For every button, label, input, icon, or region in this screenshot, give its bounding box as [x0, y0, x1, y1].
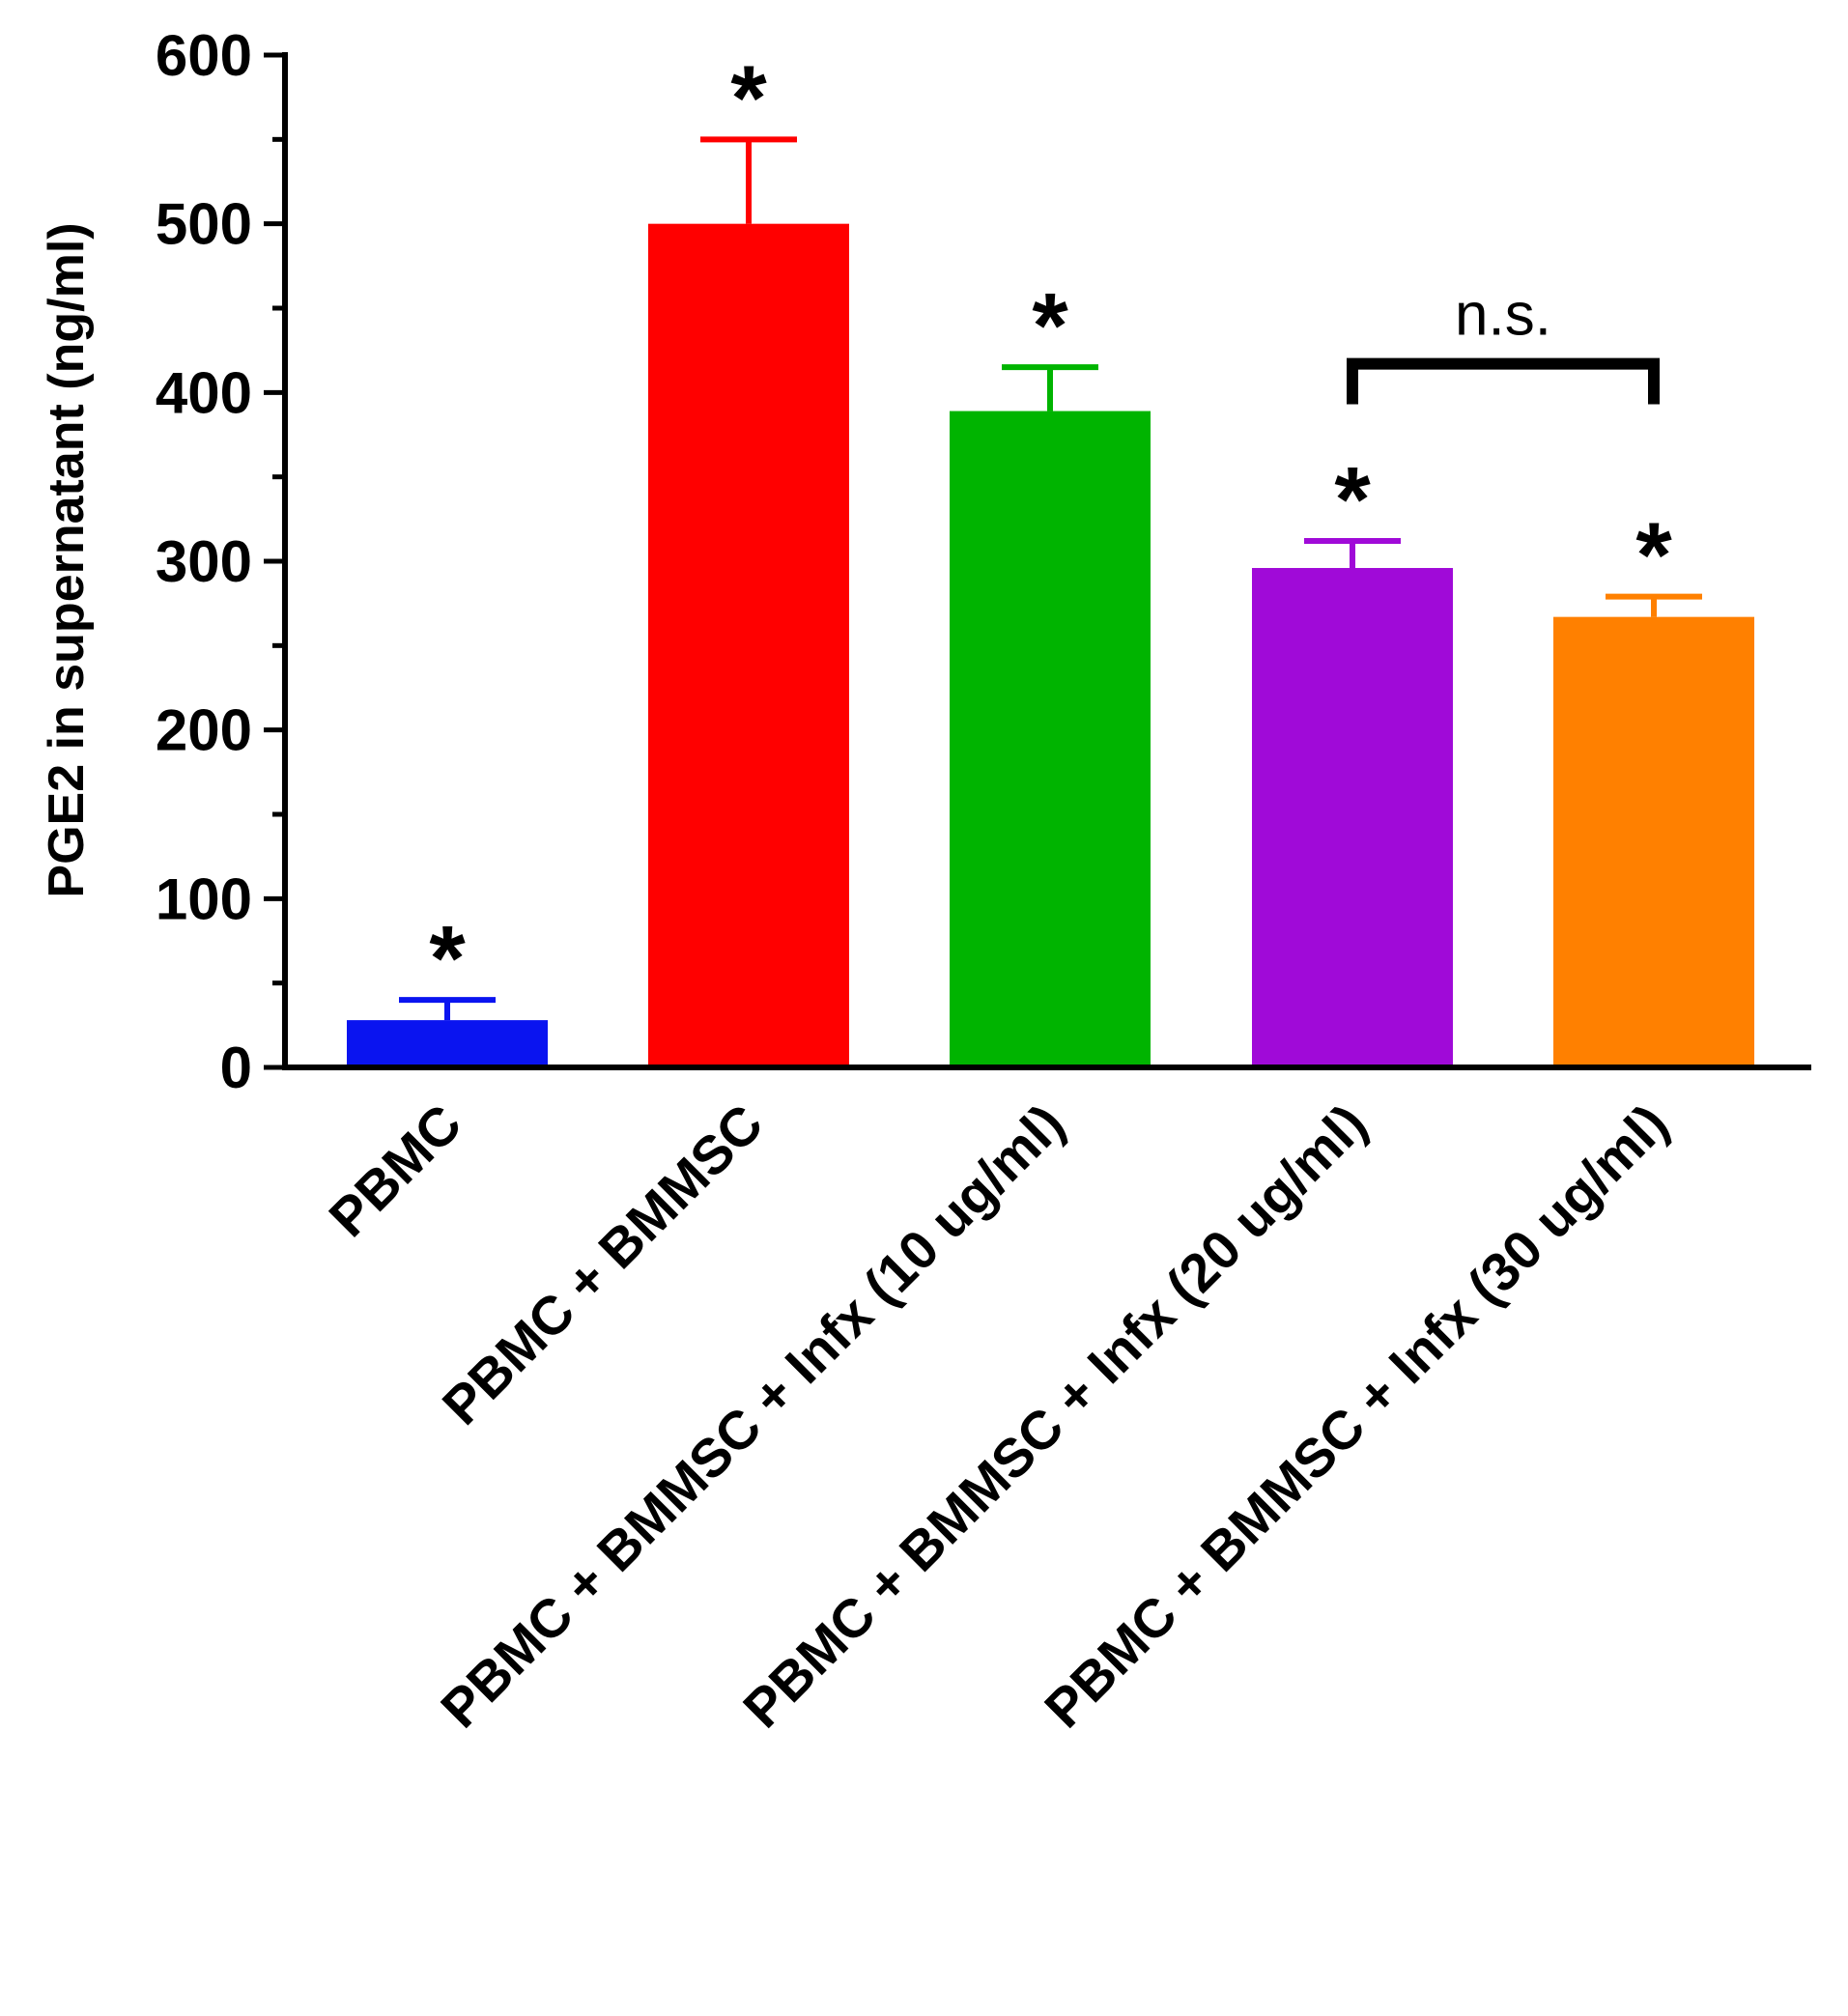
y-tick-label: 100 — [156, 866, 252, 931]
bar-2 — [648, 223, 849, 1067]
x-tick-label-2: PBMC + BMMSC — [431, 1093, 775, 1436]
y-axis-title: PGE2 in supernatant (ng/ml) — [39, 222, 95, 897]
significance-star-4: * — [1334, 448, 1371, 552]
comparison-label: n.s. — [1455, 282, 1551, 349]
bar-3 — [950, 411, 1151, 1068]
x-tick-label-1: PBMC — [317, 1093, 472, 1248]
annotations: * * * * * n.s. — [429, 46, 1672, 1010]
y-axis: 0 100 200 300 400 500 600 — [156, 23, 288, 1100]
y-tick-label: 0 — [220, 1036, 252, 1100]
bar-1 — [347, 1020, 548, 1067]
y-tick-label: 400 — [156, 360, 252, 425]
significance-star-3: * — [1032, 274, 1068, 378]
significance-star-1: * — [429, 907, 466, 1010]
x-tick-label-4: PBMC + BMMSC + Infx (20 ug/ml) — [731, 1093, 1378, 1739]
y-tick-label: 500 — [156, 192, 252, 257]
comparison-bracket — [1347, 357, 1660, 405]
significance-star-2: * — [730, 46, 767, 150]
x-tick-label-5: PBMC + BMMSC + Infx (30 ug/ml) — [1033, 1093, 1679, 1739]
y-tick-label: 200 — [156, 698, 252, 763]
bars — [347, 136, 1754, 1068]
y-tick-label: 300 — [156, 529, 252, 594]
bar-4 — [1252, 567, 1453, 1067]
bar-5 — [1553, 616, 1754, 1067]
x-tick-label-3: PBMC + BMMSC + Infx (10 ug/ml) — [429, 1093, 1075, 1739]
significance-star-5: * — [1635, 504, 1672, 608]
y-tick-label: 600 — [156, 23, 252, 88]
